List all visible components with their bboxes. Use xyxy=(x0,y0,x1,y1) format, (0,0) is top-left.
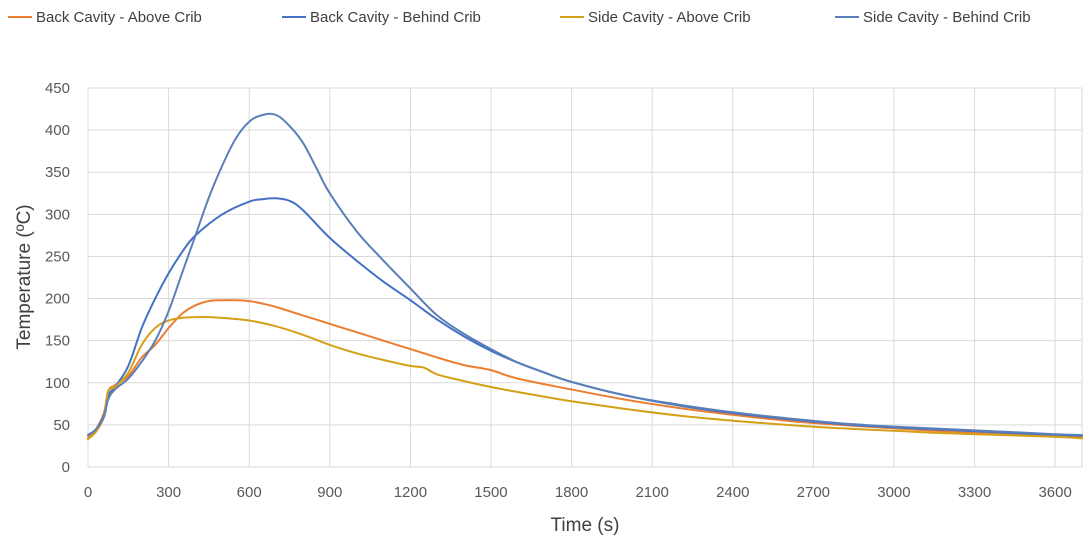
series-line-3 xyxy=(87,315,1083,441)
x-tick-label: 1800 xyxy=(555,484,588,501)
y-axis-ticks: 0 50 100 150 200 250 300 350 400 450 xyxy=(45,80,70,476)
x-tick-label: 600 xyxy=(237,484,262,501)
legend-label: Side Cavity - Above Crib xyxy=(588,9,751,26)
x-tick-label: 0 xyxy=(84,484,92,501)
x-tick-label: 1200 xyxy=(394,484,427,501)
x-tick-label: 3000 xyxy=(877,484,910,501)
y-tick-label: 150 xyxy=(45,333,70,350)
x-tick-label: 300 xyxy=(156,484,181,501)
legend-label: Back Cavity - Above Crib xyxy=(36,9,202,26)
y-tick-label: 400 xyxy=(45,122,70,139)
legend: Back Cavity - Above Crib Back Cavity - Be… xyxy=(8,9,1031,26)
x-axis-ticks: 0 300 600 900 1200 1500 1800 2100 2400 2700 3000 33… xyxy=(84,484,1072,501)
y-tick-label: 0 xyxy=(62,459,70,476)
series-line-2 xyxy=(87,197,1083,437)
x-tick-label: 900 xyxy=(317,484,342,501)
series-line-4 xyxy=(87,112,1083,436)
x-tick-label: 2100 xyxy=(635,484,668,501)
series-line-1 xyxy=(87,299,1083,439)
x-axis-label: Time (s) xyxy=(551,515,620,536)
legend-label: Side Cavity - Behind Crib xyxy=(863,9,1031,26)
legend-label: Back Cavity - Behind Crib xyxy=(310,9,481,26)
x-tick-label: 2400 xyxy=(716,484,749,501)
y-tick-label: 50 xyxy=(53,417,70,434)
x-tick-label: 3600 xyxy=(1038,484,1071,501)
y-tick-label: 200 xyxy=(45,291,70,308)
y-tick-label: 300 xyxy=(45,206,70,223)
x-tick-label: 1500 xyxy=(474,484,507,501)
series-lines xyxy=(87,112,1083,441)
x-tick-label: 2700 xyxy=(797,484,830,501)
x-tick-label: 3300 xyxy=(958,484,991,501)
gridlines xyxy=(87,87,1083,468)
y-tick-label: 350 xyxy=(45,164,70,181)
y-tick-label: 450 xyxy=(45,80,70,97)
y-tick-label: 250 xyxy=(45,248,70,265)
y-tick-label: 100 xyxy=(45,375,70,392)
y-axis-label: Temperature (ºC) xyxy=(14,204,35,349)
